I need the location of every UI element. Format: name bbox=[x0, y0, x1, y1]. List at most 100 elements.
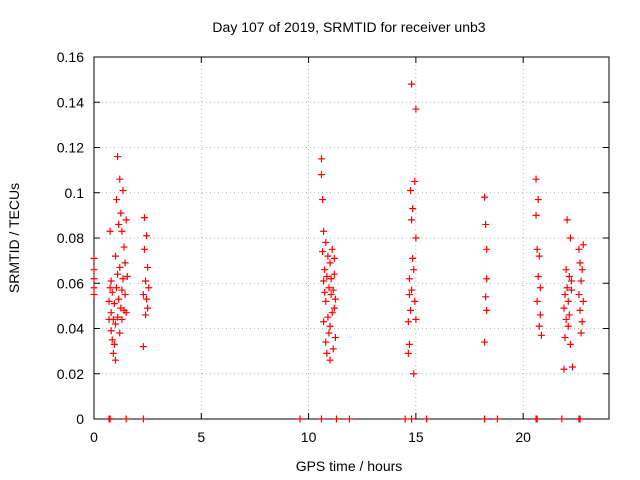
data-point bbox=[118, 227, 126, 235]
data-point bbox=[122, 309, 130, 317]
data-point bbox=[533, 297, 541, 305]
x-tick-label: 10 bbox=[301, 429, 317, 445]
baseline-point bbox=[558, 415, 566, 423]
baseline-point bbox=[317, 415, 325, 423]
data-point bbox=[331, 295, 339, 303]
data-point bbox=[119, 275, 127, 283]
data-point bbox=[408, 286, 416, 294]
y-tick-label: 0 bbox=[76, 411, 84, 427]
data-point bbox=[329, 345, 337, 353]
data-point bbox=[405, 275, 413, 283]
data-point bbox=[107, 277, 115, 285]
data-point bbox=[564, 297, 572, 305]
data-point bbox=[317, 171, 325, 179]
data-point bbox=[483, 275, 491, 283]
data-point bbox=[90, 266, 98, 274]
data-point bbox=[404, 318, 412, 326]
data-point bbox=[408, 216, 416, 224]
data-point bbox=[108, 288, 116, 296]
data-point bbox=[482, 220, 490, 228]
data-point bbox=[320, 277, 328, 285]
y-tick-label: 0.14 bbox=[57, 94, 84, 110]
data-point bbox=[412, 315, 420, 323]
data-point bbox=[115, 220, 123, 228]
data-point bbox=[326, 322, 334, 330]
data-point bbox=[144, 263, 152, 271]
data-point bbox=[109, 349, 117, 357]
data-point bbox=[321, 288, 329, 296]
data-point bbox=[319, 248, 327, 256]
data-point bbox=[119, 186, 127, 194]
data-point bbox=[411, 177, 419, 185]
data-point bbox=[575, 291, 583, 299]
data-point bbox=[563, 284, 571, 292]
baseline-point bbox=[408, 415, 416, 423]
data-point bbox=[328, 309, 336, 317]
data-point bbox=[120, 243, 128, 251]
data-point bbox=[90, 254, 98, 262]
data-point bbox=[116, 175, 124, 183]
data-point bbox=[537, 331, 545, 339]
data-point bbox=[114, 270, 122, 278]
data-point bbox=[140, 214, 148, 222]
data-point bbox=[114, 313, 122, 321]
data-point bbox=[328, 245, 336, 253]
data-point bbox=[564, 322, 572, 330]
data-point bbox=[575, 245, 583, 253]
baseline-point bbox=[345, 415, 353, 423]
baseline-point bbox=[139, 415, 147, 423]
data-point bbox=[319, 196, 327, 204]
data-point bbox=[105, 297, 113, 305]
baseline-point bbox=[122, 415, 130, 423]
baseline-point bbox=[493, 415, 501, 423]
baseline-point bbox=[481, 415, 489, 423]
data-point bbox=[90, 275, 98, 283]
data-point bbox=[532, 175, 540, 183]
data-point bbox=[561, 334, 569, 342]
data-point bbox=[567, 277, 575, 285]
data-point bbox=[407, 186, 415, 194]
data-point bbox=[110, 340, 118, 348]
baseline-point bbox=[533, 415, 541, 423]
data-point bbox=[324, 252, 332, 260]
data-point bbox=[116, 263, 124, 271]
data-point bbox=[111, 356, 119, 364]
data-point bbox=[326, 356, 334, 364]
data-point bbox=[121, 291, 129, 299]
y-tick-label: 0.16 bbox=[57, 49, 84, 65]
tick-labels: 0 0.02 0.04 0.06 0.08 0.1 0.12 0.14 0.16 0 5 10 15 20 bbox=[57, 49, 531, 445]
x-tick-label: 5 bbox=[197, 429, 205, 445]
x-tick-label: 15 bbox=[408, 429, 424, 445]
data-point bbox=[560, 365, 568, 373]
data-point bbox=[90, 284, 98, 292]
data-point bbox=[578, 318, 586, 326]
data-point bbox=[320, 318, 328, 326]
data-point bbox=[404, 349, 412, 357]
data-point bbox=[532, 211, 540, 219]
data-point bbox=[330, 270, 338, 278]
data-point bbox=[123, 272, 131, 280]
data-point bbox=[106, 227, 114, 235]
data-point bbox=[329, 286, 337, 294]
data-point bbox=[324, 313, 332, 321]
data-point bbox=[535, 252, 543, 260]
data-point bbox=[322, 297, 330, 305]
data-point bbox=[577, 329, 585, 337]
data-point bbox=[579, 241, 587, 249]
data-point bbox=[107, 327, 115, 335]
data-point bbox=[326, 259, 334, 267]
data-point bbox=[569, 363, 577, 371]
data-point bbox=[106, 284, 114, 292]
data-point bbox=[320, 227, 328, 235]
data-point bbox=[409, 254, 417, 262]
data-point bbox=[325, 329, 333, 337]
y-tick-label: 0.1 bbox=[65, 185, 85, 201]
data-point bbox=[566, 234, 574, 242]
data-point bbox=[409, 205, 417, 213]
y-tick-label: 0.02 bbox=[57, 366, 84, 382]
data-point bbox=[321, 266, 329, 274]
y-tick-label: 0.06 bbox=[57, 275, 84, 291]
data-point bbox=[407, 306, 415, 314]
